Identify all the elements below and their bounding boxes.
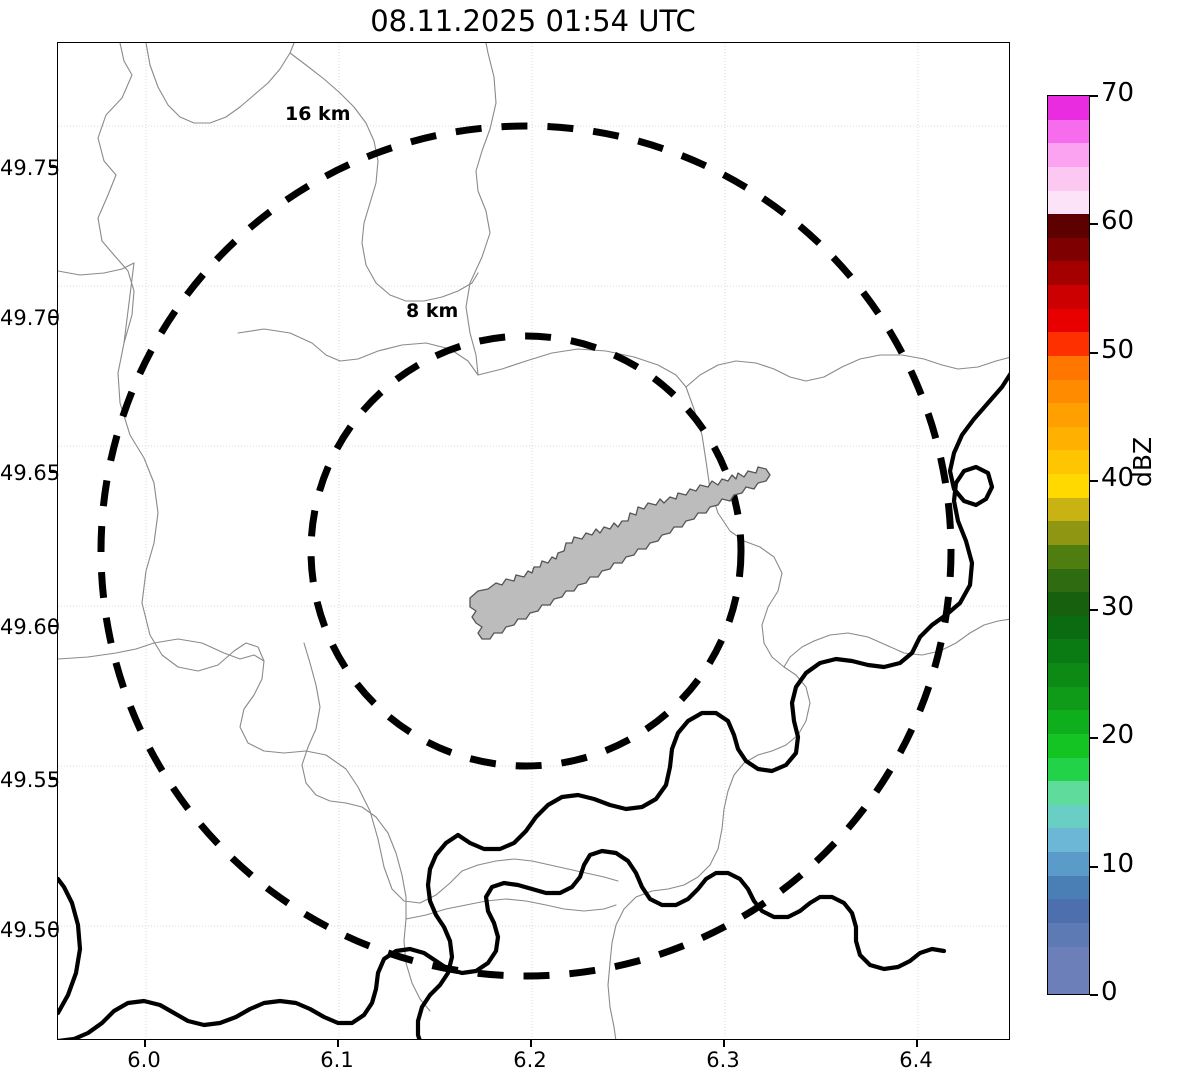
- colorbar-segment: [1048, 757, 1089, 782]
- colorbar-segment: [1048, 119, 1089, 144]
- ytick-label-0: 49.75: [0, 156, 61, 180]
- ytick-mark: [50, 166, 57, 168]
- city-polygon: [469, 466, 771, 640]
- ytick-mark: [50, 928, 57, 930]
- xtick-mark: [337, 1040, 339, 1047]
- colorbar-segment: [1048, 970, 1089, 994]
- colorbar-segment: [1048, 781, 1089, 805]
- colorbar-tick-label-5: 50: [1101, 335, 1135, 365]
- colorbar-tick: [1090, 866, 1098, 868]
- colorbar-segment: [1048, 143, 1089, 167]
- ytick-label-3: 49.60: [0, 615, 61, 639]
- colorbar-segment: [1048, 355, 1089, 380]
- ytick-mark: [50, 625, 57, 627]
- colorbar-segment: [1048, 592, 1089, 616]
- colorbar-segment: [1048, 474, 1089, 498]
- colorbar-tick-label-4: 40: [1101, 463, 1135, 493]
- colorbar-tick: [1090, 609, 1098, 611]
- ytick-mark: [50, 778, 57, 780]
- colorbar-tick: [1090, 352, 1098, 354]
- colorbar-segment: [1048, 946, 1089, 971]
- colorbar-segment: [1048, 639, 1089, 663]
- colorbar-segment: [1048, 828, 1089, 852]
- colorbar-tick-label-0: 0: [1101, 977, 1118, 1007]
- colorbar-segment: [1048, 237, 1089, 262]
- colorbar-tick-label-3: 30: [1101, 592, 1135, 622]
- ytick-label-5: 49.50: [0, 918, 61, 942]
- colorbar-segment: [1048, 166, 1089, 191]
- colorbar-segment: [1048, 285, 1089, 309]
- xtick-mark: [916, 1040, 918, 1047]
- colorbar-segment: [1048, 214, 1089, 238]
- ytick-mark: [50, 316, 57, 318]
- colorbar-segment: [1048, 686, 1089, 711]
- colorbar-tick: [1090, 95, 1098, 97]
- colorbar-tick-label-7: 70: [1101, 78, 1135, 108]
- colorbar-tick: [1090, 737, 1098, 739]
- colorbar-segment: [1048, 568, 1089, 593]
- colorbar-tick-label-1: 10: [1101, 849, 1135, 879]
- colorbar-segment: [1048, 733, 1089, 758]
- radar-map-panel[interactable]: [57, 42, 1010, 1040]
- colorbar-segment: [1048, 497, 1089, 522]
- colorbar-segment: [1048, 190, 1089, 215]
- colorbar-segment: [1048, 804, 1089, 829]
- xtick-label-1: 6.1: [320, 1048, 354, 1072]
- admin-boundaries: [58, 43, 1009, 1039]
- range-ring-label-8km: 8 km: [406, 300, 459, 322]
- colorbar-segment: [1048, 663, 1089, 687]
- colorbar[interactable]: [1047, 95, 1090, 995]
- range-ring-8km: [307, 332, 745, 770]
- colorbar-segment: [1048, 544, 1089, 569]
- colorbar-tick-label-2: 20: [1101, 720, 1135, 750]
- ytick-mark: [50, 471, 57, 473]
- colorbar-segment: [1048, 426, 1089, 451]
- colorbar-segment: [1048, 852, 1089, 876]
- ytick-label-2: 49.65: [0, 461, 61, 485]
- colorbar-segment: [1048, 875, 1089, 900]
- country-border: [58, 372, 1009, 1039]
- xtick-mark: [144, 1040, 146, 1047]
- colorbar-segment: [1048, 450, 1089, 474]
- xtick-label-0: 6.0: [127, 1048, 161, 1072]
- xtick-label-2: 6.2: [513, 1048, 547, 1072]
- xtick-label-4: 6.4: [899, 1048, 933, 1072]
- colorbar-segment: [1048, 261, 1089, 285]
- colorbar-segment: [1048, 615, 1089, 640]
- colorbar-segment: [1048, 332, 1089, 356]
- xtick-label-3: 6.3: [706, 1048, 740, 1072]
- colorbar-segment: [1048, 521, 1089, 545]
- colorbar-segment: [1048, 308, 1089, 333]
- xtick-mark: [723, 1040, 725, 1047]
- range-ring-16km: [97, 122, 955, 980]
- ytick-label-1: 49.70: [0, 306, 61, 330]
- colorbar-segment: [1048, 710, 1089, 734]
- range-ring-label-16km: 16 km: [285, 103, 351, 125]
- page-title: 08.11.2025 01:54 UTC: [370, 4, 696, 38]
- map-canvas: [58, 43, 1009, 1039]
- colorbar-tick-label-6: 60: [1101, 206, 1135, 236]
- colorbar-segment: [1048, 922, 1089, 947]
- colorbar-segment: [1048, 899, 1089, 923]
- colorbar-segment: [1048, 96, 1089, 120]
- colorbar-tick: [1090, 994, 1098, 996]
- ytick-label-4: 49.55: [0, 768, 61, 792]
- colorbar-segment: [1048, 403, 1089, 427]
- xtick-mark: [530, 1040, 532, 1047]
- colorbar-axis-label: dBZ: [1128, 436, 1157, 487]
- colorbar-segment: [1048, 379, 1089, 404]
- colorbar-tick: [1090, 480, 1098, 482]
- colorbar-tick: [1090, 223, 1098, 225]
